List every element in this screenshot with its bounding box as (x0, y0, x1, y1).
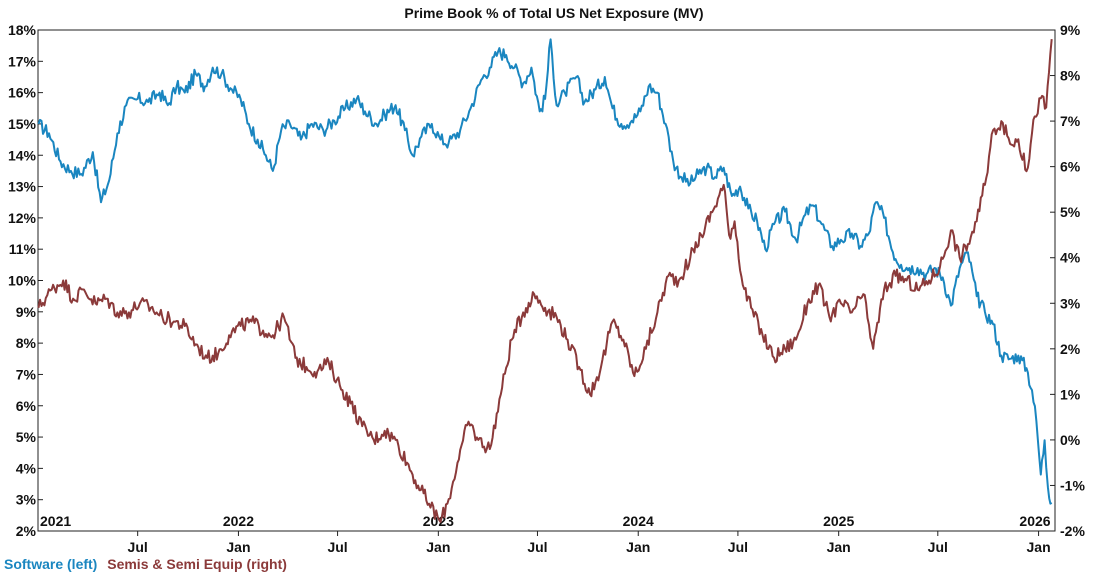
chart-legend: Software (left) Semis & Semi Equip (righ… (4, 556, 293, 572)
left-y-tick-label: 18% (8, 22, 37, 38)
right-y-axis: -2% -1% 0% 1% 2% 3% 4% 5% 6% 7% 8% 9% (1050, 22, 1085, 539)
x-year-label: 2021 (40, 513, 71, 529)
x-month-label: Jul (128, 539, 148, 555)
x-year-label: 2025 (823, 513, 854, 529)
left-y-tick-label: 17% (8, 53, 37, 69)
left-y-tick-label: 12% (8, 210, 37, 226)
left-y-tick-label: 2% (16, 523, 37, 539)
software-series-line (37, 38, 1053, 505)
right-y-tick-label: 5% (1060, 204, 1081, 220)
right-y-tick-label: 8% (1060, 68, 1081, 84)
right-y-tick-label: 4% (1060, 250, 1081, 266)
left-y-tick-label: 10% (8, 273, 37, 289)
series-layer (37, 38, 1053, 523)
x-month-label: Jan (426, 539, 450, 555)
x-month-label: Jan (1027, 539, 1051, 555)
legend-entry-semis: Semis & Semi Equip (right) (107, 556, 287, 572)
chart-title: Prime Book % of Total US Net Exposure (M… (404, 5, 703, 21)
left-y-tick-label: 7% (16, 366, 37, 382)
right-y-tick-label: -2% (1060, 523, 1085, 539)
semis-series-line (37, 39, 1053, 523)
x-month-label: Jul (527, 539, 547, 555)
x-axis: 2021 Jul Jan 2022 Jul Jan 2023 Jul Jan 2024 Jul Jan… (40, 513, 1051, 555)
x-month-label: Jan (226, 539, 250, 555)
x-year-label: 2022 (223, 513, 254, 529)
right-y-tick-label: 6% (1060, 159, 1081, 175)
left-y-tick-label: 11% (9, 241, 37, 257)
left-y-tick-label: 16% (8, 85, 37, 101)
x-month-label: Jan (827, 539, 851, 555)
left-y-tick-label: 13% (8, 179, 37, 195)
left-y-tick-label: 3% (16, 492, 37, 508)
right-y-tick-label: 2% (1060, 341, 1081, 357)
left-y-tick-label: 9% (16, 304, 37, 320)
right-y-tick-label: 3% (1060, 295, 1081, 311)
left-y-tick-label: 6% (16, 398, 37, 414)
right-y-tick-label: 0% (1060, 432, 1081, 448)
right-y-tick-label: 7% (1060, 113, 1081, 129)
left-y-tick-label: 5% (16, 429, 37, 445)
left-y-tick-label: 4% (16, 460, 37, 476)
x-month-label: Jan (626, 539, 650, 555)
x-month-label: Jul (928, 539, 948, 555)
x-year-label: 2026 (1019, 513, 1050, 529)
right-y-tick-label: 1% (1060, 386, 1081, 402)
x-year-label: 2023 (423, 513, 454, 529)
right-y-tick-label: 9% (1060, 22, 1081, 38)
left-y-tick-label: 14% (8, 147, 37, 163)
left-y-tick-label: 15% (8, 116, 37, 132)
x-month-label: Jul (327, 539, 347, 555)
right-y-tick-label: -1% (1060, 477, 1085, 493)
left-y-axis: 2% 3% 4% 5% 6% 7% 8% 9% 10% 11% 12% 13% 14% 15% 16% 17%… (8, 22, 43, 539)
x-year-label: 2024 (623, 513, 654, 529)
left-y-tick-label: 8% (16, 335, 37, 351)
legend-entry-software: Software (left) (4, 556, 98, 572)
x-month-label: Jul (728, 539, 748, 555)
